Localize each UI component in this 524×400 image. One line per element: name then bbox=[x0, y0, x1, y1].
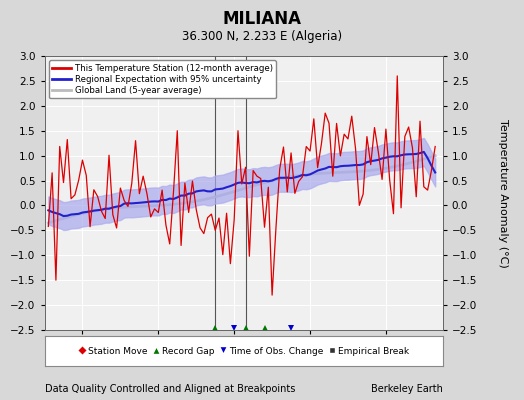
Legend: This Temperature Station (12-month average), Regional Expectation with 95% uncer: This Temperature Station (12-month avera… bbox=[49, 60, 276, 98]
Y-axis label: Temperature Anomaly (°C): Temperature Anomaly (°C) bbox=[498, 119, 508, 267]
Text: Data Quality Controlled and Aligned at Breakpoints: Data Quality Controlled and Aligned at B… bbox=[45, 384, 295, 394]
Text: Berkeley Earth: Berkeley Earth bbox=[371, 384, 443, 394]
Text: MILIANA: MILIANA bbox=[223, 10, 301, 28]
Legend: Station Move, Record Gap, Time of Obs. Change, Empirical Break: Station Move, Record Gap, Time of Obs. C… bbox=[74, 343, 413, 359]
Text: 36.300 N, 2.233 E (Algeria): 36.300 N, 2.233 E (Algeria) bbox=[182, 30, 342, 43]
